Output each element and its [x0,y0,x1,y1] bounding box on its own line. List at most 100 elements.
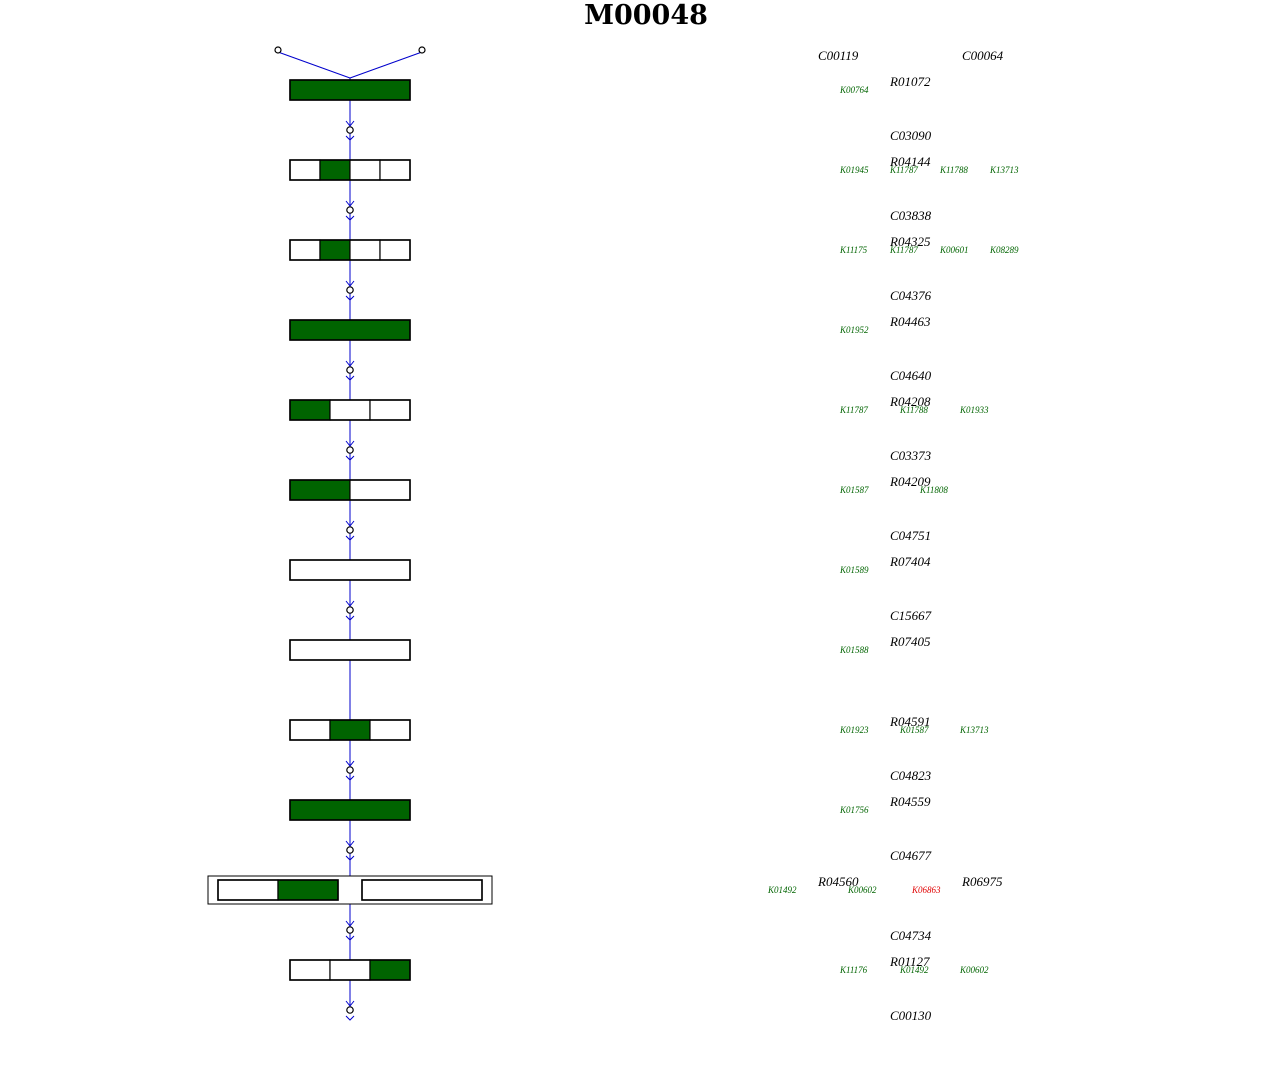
arrow-tick [345,215,355,221]
ko-label: K11787 [839,405,868,415]
ko-label: K11808 [919,485,948,495]
reaction-box [289,799,411,821]
reaction-label: R04559 [889,794,931,809]
reaction-label: R01072 [889,74,931,89]
arrow-tick [345,615,355,621]
ko-segment [349,479,411,501]
ko-label: K11788 [899,405,928,415]
reaction-box [361,879,483,901]
ko-label: K11788 [939,165,968,175]
compound-node [346,526,354,534]
ko-segment [379,239,411,261]
arrow-tick [345,775,355,781]
reaction-label: R06975 [961,874,1003,889]
ko-segment [289,319,411,341]
compound-label: C04640 [890,368,932,383]
ko-segment [329,959,371,981]
ko-segment [349,159,381,181]
arrow-tick [345,600,355,607]
ko-segment [329,719,371,741]
compound-node [346,286,354,294]
arrow-tick [345,1000,355,1007]
arrow-tick [345,440,355,447]
ko-segment [289,719,331,741]
ko-segment [369,959,411,981]
compound-node [346,446,354,454]
ko-segment [289,479,351,501]
reaction-label: R04560 [817,874,859,889]
compound-label: C04376 [890,288,932,303]
ko-label: K01492 [899,965,929,975]
ko-segment [289,159,321,181]
reaction-box [217,879,339,901]
compound-node [346,366,354,374]
arrow-tick [345,520,355,527]
reaction-boxes [207,79,493,981]
reaction-box [289,639,411,661]
ko-label: K01933 [959,405,989,415]
compound-node [346,846,354,854]
compound-node [346,766,354,774]
compound-node [346,926,354,934]
ko-segment [319,239,351,261]
start-branch-right [349,51,423,79]
arrow-tick [345,760,355,767]
module-title: M00048 [584,0,708,31]
compound-label: C15667 [890,608,932,623]
reaction-box [289,319,411,341]
arrow-tick [345,840,355,847]
ko-label: K01587 [899,725,929,735]
ko-label: K11787 [889,165,918,175]
arrow-tick [345,455,355,461]
start-node-right [418,46,426,54]
arrow-tick [345,200,355,207]
reaction-label: R07404 [889,554,931,569]
ko-label: K08289 [989,245,1019,255]
reaction-label: R04463 [889,314,931,329]
ko-label: K00602 [959,965,989,975]
compound-label: C04734 [890,928,932,943]
compound-label: C00064 [962,48,1004,63]
reaction-label: R04208 [889,394,931,409]
ko-segment [277,879,339,901]
ko-label: K01923 [839,725,869,735]
reaction-label: R04144 [889,154,931,169]
arrow-tick [345,935,355,941]
ko-label: K01945 [839,165,869,175]
arrow-tick [345,855,355,861]
ko-segment [319,159,351,181]
ko-segment [289,799,411,821]
compound-label: C00119 [818,48,859,63]
reaction-label: R04209 [889,474,931,489]
ko-label: K13713 [959,725,989,735]
ko-label: K01587 [839,485,869,495]
reaction-box [289,239,411,261]
compound-label: C03090 [890,128,932,143]
arrow-tick [345,295,355,301]
arrow-tick [345,135,355,141]
ko-segment [289,239,321,261]
compound-label: C04823 [890,768,932,783]
compound-node [346,606,354,614]
compound-label: C03838 [890,208,932,223]
ko-label: K11787 [889,245,918,255]
reaction-label: R07405 [889,634,931,649]
reaction-box [289,399,411,421]
ko-label: K06863 [911,885,941,895]
ko-label: K01756 [839,805,869,815]
pathway-labels: C00119 C00064 R01072 K00764 C03090 R04144 K019… [767,48,1019,1023]
arrow-tick [345,1015,355,1021]
ko-segment [361,879,483,901]
arrow-tick [345,280,355,287]
compound-label: C00130 [890,1008,932,1023]
ko-segment [369,719,411,741]
reaction-label: R01127 [889,954,930,969]
arrow-tick [345,120,355,127]
ko-label: K11176 [839,965,868,975]
ko-segment [289,79,411,101]
reaction-label: R04591 [889,714,930,729]
compound-node [346,206,354,214]
ko-segment [289,639,411,661]
reaction-box [289,159,411,181]
